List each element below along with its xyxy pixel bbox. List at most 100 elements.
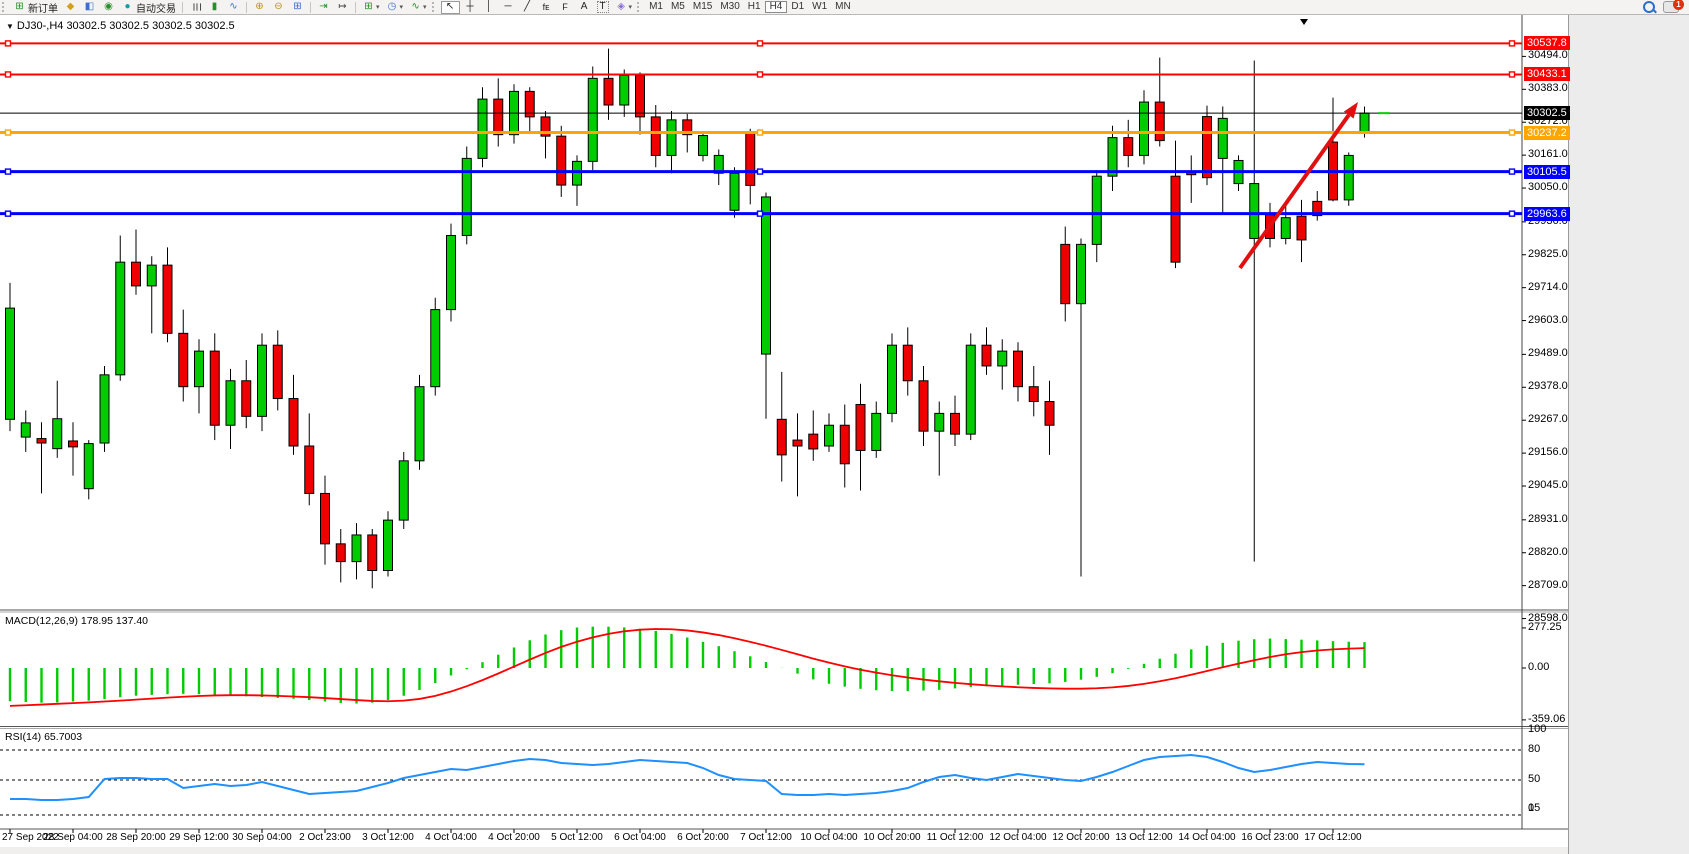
chart-shift-icon: ⇥ bbox=[319, 1, 328, 12]
time-axis-label: 7 Oct 12:00 bbox=[740, 832, 792, 843]
shapes-tool-button[interactable]: ◈ ▾ bbox=[613, 1, 635, 14]
timeframe-M5[interactable]: M5 bbox=[670, 1, 685, 12]
candlestick-chart-button[interactable]: ▮ bbox=[206, 1, 223, 14]
crosshair-tool-button[interactable]: ┼ bbox=[462, 1, 479, 14]
periods-button[interactable]: ◷ ▾ bbox=[384, 1, 406, 14]
price-tick-label: 30050.0 bbox=[1528, 181, 1568, 194]
navigator-button[interactable]: ◉ bbox=[100, 1, 117, 14]
rsi-axis-label: 15 bbox=[1528, 802, 1541, 814]
chart-window[interactable]: ▼ DJ30-,H4 30302.5 30302.5 30302.5 30302.… bbox=[0, 14, 1570, 854]
label-tool-button[interactable]: T bbox=[595, 1, 611, 14]
price-tick-label: 29267.0 bbox=[1528, 413, 1568, 426]
rsi-axis-label: 100 bbox=[1528, 723, 1547, 735]
trendline-tool-button[interactable]: ╱ bbox=[519, 1, 536, 14]
time-axis-label: 27 Sep 2022 bbox=[2, 832, 59, 843]
chevron-down-icon: ▾ bbox=[399, 4, 404, 11]
chevron-down-icon: ▾ bbox=[628, 4, 633, 11]
toolbar-separator bbox=[246, 1, 247, 13]
collapse-triangle-icon[interactable]: ▼ bbox=[6, 22, 14, 31]
tile-windows-button[interactable]: ⊞ bbox=[289, 1, 306, 14]
equidistant-channel-icon: fᴇ bbox=[542, 2, 550, 12]
price-tick-label: 28820.0 bbox=[1528, 545, 1568, 558]
macd-axis-label: 0.00 bbox=[1528, 661, 1550, 673]
time-axis-label: 10 Oct 04:00 bbox=[800, 832, 858, 843]
fibonacci-tool-button[interactable]: F bbox=[557, 1, 574, 14]
bar-chart-icon: ☰ bbox=[190, 2, 202, 12]
search-icon[interactable] bbox=[1643, 1, 1655, 13]
autotrading-button[interactable]: ● 自动交易 bbox=[119, 1, 178, 15]
autotrading-label: 自动交易 bbox=[136, 3, 176, 15]
chevron-down-icon: ▾ bbox=[376, 4, 380, 11]
auto-scroll-icon: ↦ bbox=[338, 1, 347, 12]
chart-canvas[interactable] bbox=[0, 14, 1568, 854]
time-axis-label: 14 Oct 04:00 bbox=[1178, 832, 1236, 843]
chevron-down-icon: ▾ bbox=[423, 4, 427, 11]
price-tick-label: 28709.0 bbox=[1528, 578, 1568, 591]
trendline-icon: ╱ bbox=[524, 1, 531, 12]
price-line-label: 30237.2 bbox=[1524, 125, 1570, 140]
auto-scroll-button[interactable]: ↦ bbox=[334, 1, 351, 14]
zoom-in-button[interactable]: ⊕ bbox=[251, 1, 268, 14]
symbol-title: ▼ DJ30-,H4 30302.5 30302.5 30302.5 30302.… bbox=[6, 20, 235, 32]
horizontal-line-icon: ─ bbox=[504, 1, 512, 12]
timeframe-MN[interactable]: MN bbox=[835, 1, 851, 12]
zoom-out-button[interactable]: ⊖ bbox=[270, 1, 287, 14]
toolbar-grip bbox=[2, 2, 8, 12]
time-axis-label: 28 Sep 04:00 bbox=[43, 832, 103, 843]
price-tick-label: 30494.0 bbox=[1528, 49, 1568, 62]
timeframe-M30[interactable]: M30 bbox=[720, 1, 740, 12]
price-tick-label: 29378.0 bbox=[1528, 380, 1568, 393]
price-line-label: 30105.5 bbox=[1524, 164, 1570, 179]
timeframe-M15[interactable]: M15 bbox=[692, 1, 713, 12]
timeframe-D1[interactable]: D1 bbox=[791, 1, 805, 12]
price-tick-label: 29045.0 bbox=[1528, 479, 1568, 492]
shapes-icon: ◈ bbox=[617, 1, 625, 12]
line-chart-icon: ∿ bbox=[229, 1, 238, 12]
market-watch-button[interactable]: ◆ bbox=[62, 1, 79, 14]
autotrading-icon: ● bbox=[124, 1, 131, 12]
time-axis-label: 12 Oct 20:00 bbox=[1052, 832, 1110, 843]
price-line-label: 30302.5 bbox=[1524, 106, 1570, 121]
timeframe-H1[interactable]: H1 bbox=[747, 1, 761, 12]
data-window-icon: ◧ bbox=[84, 1, 95, 12]
chat-icon[interactable]: 1 bbox=[1663, 0, 1684, 13]
text-label-icon: T bbox=[596, 1, 609, 13]
price-line-label: 29963.6 bbox=[1524, 206, 1570, 221]
time-axis-label: 28 Sep 20:00 bbox=[106, 832, 166, 843]
new-order-button[interactable]: ⊞ 新订单 bbox=[11, 1, 60, 15]
market-watch-icon: ◆ bbox=[66, 1, 75, 12]
text-tool-button[interactable]: A bbox=[576, 1, 593, 14]
chart-shift-button[interactable]: ⇥ bbox=[315, 1, 332, 14]
timeframe-W1[interactable]: W1 bbox=[812, 1, 828, 12]
channel-tool-button[interactable]: fᴇ bbox=[538, 1, 555, 14]
indicators-button[interactable]: ∿ ▾ bbox=[407, 1, 429, 14]
line-chart-button[interactable]: ∿ bbox=[225, 1, 242, 14]
rsi-axis-label: 80 bbox=[1528, 743, 1541, 755]
main-toolbar: ⊞ 新订单 ◆ ◧ ◉ ● 自动交易 ☰ ▮ ∿ ⊕ ⊖ ⊞ ⇥ ↦ ⊞ ▾ ◷ ▾… bbox=[0, 0, 1689, 15]
fibonacci-icon: F bbox=[562, 2, 568, 12]
timeframe-H4[interactable]: H4 bbox=[764, 1, 788, 13]
bar-chart-button[interactable]: ☰ bbox=[187, 1, 204, 14]
time-axis-label: 29 Sep 12:00 bbox=[169, 832, 229, 843]
price-tick-label: 28931.0 bbox=[1528, 512, 1568, 525]
candlestick-chart-icon: ▮ bbox=[211, 1, 218, 12]
vertical-line-tool-button[interactable]: │ bbox=[481, 1, 498, 14]
new-order-label: 新订单 bbox=[28, 3, 58, 15]
cursor-tool-button[interactable]: ↖ bbox=[440, 0, 460, 14]
time-axis-label: 4 Oct 04:00 bbox=[425, 832, 477, 843]
new-chart-button[interactable]: ⊞ ▾ bbox=[360, 1, 382, 14]
timeframe-M1[interactable]: M1 bbox=[649, 1, 663, 12]
time-axis-label: 12 Oct 04:00 bbox=[989, 832, 1047, 843]
time-axis-label: 2 Oct 23:00 bbox=[299, 832, 351, 843]
notification-badge: 1 bbox=[1673, 0, 1684, 10]
clock-icon: ◷ bbox=[387, 1, 397, 12]
zoom-out-icon: ⊖ bbox=[274, 1, 283, 12]
time-axis-label: 17 Oct 12:00 bbox=[1304, 832, 1362, 843]
zoom-in-icon: ⊕ bbox=[255, 1, 264, 12]
data-window-button[interactable]: ◧ bbox=[81, 1, 98, 14]
time-axis-label: 5 Oct 12:00 bbox=[551, 832, 603, 843]
time-axis-label: 30 Sep 04:00 bbox=[232, 832, 292, 843]
horizontal-line-tool-button[interactable]: ─ bbox=[500, 1, 517, 14]
timeframe-group: M1 M5 M15 M30 H1 H4 D1 W1 MN bbox=[645, 1, 855, 13]
price-line-label: 30537.8 bbox=[1524, 36, 1570, 51]
